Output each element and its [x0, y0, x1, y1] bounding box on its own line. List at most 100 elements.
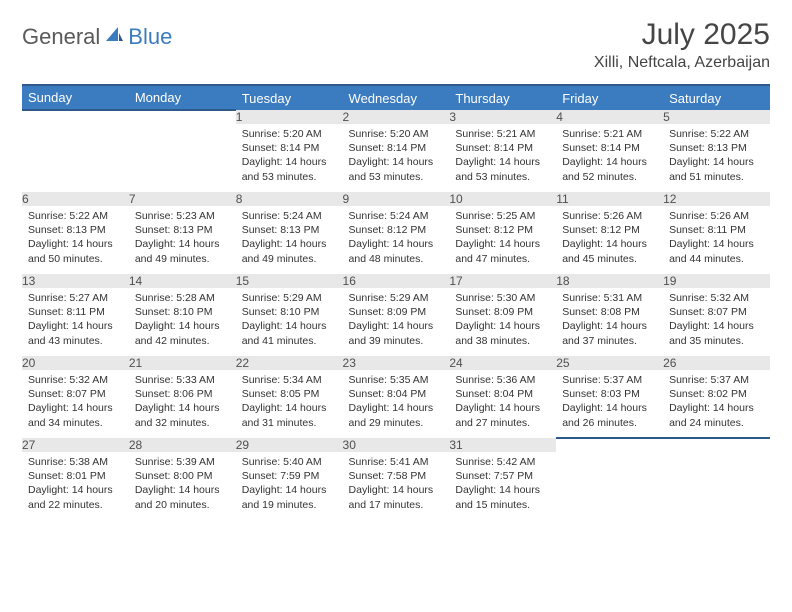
content-row: Sunrise: 5:27 AMSunset: 8:11 PMDaylight:…: [22, 288, 770, 356]
day-content: Sunrise: 5:41 AMSunset: 7:58 PMDaylight:…: [343, 452, 450, 518]
day-cell: Sunrise: 5:32 AMSunset: 8:07 PMDaylight:…: [663, 288, 770, 356]
day-cell: Sunrise: 5:27 AMSunset: 8:11 PMDaylight:…: [22, 288, 129, 356]
day-content: Sunrise: 5:42 AMSunset: 7:57 PMDaylight:…: [449, 452, 556, 518]
day-number: 16: [343, 274, 450, 288]
day-content: Sunrise: 5:37 AMSunset: 8:02 PMDaylight:…: [663, 370, 770, 436]
location: Xilli, Neftcala, Azerbaijan: [594, 54, 770, 72]
day-cell: Sunrise: 5:42 AMSunset: 7:57 PMDaylight:…: [449, 452, 556, 520]
day-number: 26: [663, 356, 770, 370]
day-cell: Sunrise: 5:41 AMSunset: 7:58 PMDaylight:…: [343, 452, 450, 520]
day-content: Sunrise: 5:24 AMSunset: 8:13 PMDaylight:…: [236, 206, 343, 272]
weekday-header: Sunday: [22, 85, 129, 110]
day-number: 30: [343, 438, 450, 452]
logo-sail-icon: [104, 25, 124, 48]
day-content: Sunrise: 5:26 AMSunset: 8:12 PMDaylight:…: [556, 206, 663, 272]
day-content: Sunrise: 5:26 AMSunset: 8:11 PMDaylight:…: [663, 206, 770, 272]
day-cell: Sunrise: 5:20 AMSunset: 8:14 PMDaylight:…: [236, 124, 343, 192]
content-row: Sunrise: 5:20 AMSunset: 8:14 PMDaylight:…: [22, 124, 770, 192]
day-cell: Sunrise: 5:32 AMSunset: 8:07 PMDaylight:…: [22, 370, 129, 438]
day-number: 19: [663, 274, 770, 288]
day-number: 17: [449, 274, 556, 288]
day-cell: Sunrise: 5:25 AMSunset: 8:12 PMDaylight:…: [449, 206, 556, 274]
logo-text-general: General: [22, 24, 100, 50]
day-content: Sunrise: 5:30 AMSunset: 8:09 PMDaylight:…: [449, 288, 556, 354]
day-number: 8: [236, 192, 343, 206]
header: General Blue July 2025 Xilli, Neftcala, …: [22, 18, 770, 72]
day-content: Sunrise: 5:34 AMSunset: 8:05 PMDaylight:…: [236, 370, 343, 436]
day-number: 4: [556, 110, 663, 124]
day-cell: Sunrise: 5:34 AMSunset: 8:05 PMDaylight:…: [236, 370, 343, 438]
daynum-row: 12345: [22, 110, 770, 124]
content-row: Sunrise: 5:22 AMSunset: 8:13 PMDaylight:…: [22, 206, 770, 274]
day-content: Sunrise: 5:27 AMSunset: 8:11 PMDaylight:…: [22, 288, 129, 354]
day-number: 9: [343, 192, 450, 206]
day-cell: Sunrise: 5:26 AMSunset: 8:12 PMDaylight:…: [556, 206, 663, 274]
day-content: Sunrise: 5:33 AMSunset: 8:06 PMDaylight:…: [129, 370, 236, 436]
day-content: Sunrise: 5:37 AMSunset: 8:03 PMDaylight:…: [556, 370, 663, 436]
day-content: Sunrise: 5:28 AMSunset: 8:10 PMDaylight:…: [129, 288, 236, 354]
day-content: Sunrise: 5:21 AMSunset: 8:14 PMDaylight:…: [449, 124, 556, 190]
day-number: 13: [22, 274, 129, 288]
day-content: Sunrise: 5:32 AMSunset: 8:07 PMDaylight:…: [663, 288, 770, 354]
day-number: 11: [556, 192, 663, 206]
day-number: 1: [236, 110, 343, 124]
weekday-header-row: SundayMondayTuesdayWednesdayThursdayFrid…: [22, 85, 770, 110]
day-cell: Sunrise: 5:21 AMSunset: 8:14 PMDaylight:…: [449, 124, 556, 192]
day-content: Sunrise: 5:29 AMSunset: 8:09 PMDaylight:…: [343, 288, 450, 354]
day-cell: Sunrise: 5:39 AMSunset: 8:00 PMDaylight:…: [129, 452, 236, 520]
day-number: 23: [343, 356, 450, 370]
day-content: Sunrise: 5:25 AMSunset: 8:12 PMDaylight:…: [449, 206, 556, 272]
day-cell: Sunrise: 5:24 AMSunset: 8:13 PMDaylight:…: [236, 206, 343, 274]
daynum-row: 20212223242526: [22, 356, 770, 370]
logo-text-blue: Blue: [128, 24, 172, 50]
day-cell: Sunrise: 5:21 AMSunset: 8:14 PMDaylight:…: [556, 124, 663, 192]
day-cell: Sunrise: 5:30 AMSunset: 8:09 PMDaylight:…: [449, 288, 556, 356]
day-number: 18: [556, 274, 663, 288]
day-number: 15: [236, 274, 343, 288]
day-cell: Sunrise: 5:24 AMSunset: 8:12 PMDaylight:…: [343, 206, 450, 274]
day-content: Sunrise: 5:23 AMSunset: 8:13 PMDaylight:…: [129, 206, 236, 272]
day-cell: Sunrise: 5:40 AMSunset: 7:59 PMDaylight:…: [236, 452, 343, 520]
day-content: Sunrise: 5:21 AMSunset: 8:14 PMDaylight:…: [556, 124, 663, 190]
day-number: 7: [129, 192, 236, 206]
day-content: Sunrise: 5:38 AMSunset: 8:01 PMDaylight:…: [22, 452, 129, 518]
month-title: July 2025: [594, 18, 770, 52]
weekday-header: Tuesday: [236, 85, 343, 110]
day-content: Sunrise: 5:29 AMSunset: 8:10 PMDaylight:…: [236, 288, 343, 354]
day-content: Sunrise: 5:20 AMSunset: 8:14 PMDaylight:…: [343, 124, 450, 190]
day-content: Sunrise: 5:40 AMSunset: 7:59 PMDaylight:…: [236, 452, 343, 518]
weekday-header: Friday: [556, 85, 663, 110]
empty-day-cell: [556, 452, 663, 520]
day-cell: Sunrise: 5:20 AMSunset: 8:14 PMDaylight:…: [343, 124, 450, 192]
day-number: 6: [22, 192, 129, 206]
day-cell: Sunrise: 5:26 AMSunset: 8:11 PMDaylight:…: [663, 206, 770, 274]
day-cell: Sunrise: 5:31 AMSunset: 8:08 PMDaylight:…: [556, 288, 663, 356]
content-row: Sunrise: 5:38 AMSunset: 8:01 PMDaylight:…: [22, 452, 770, 520]
logo: General Blue: [22, 24, 172, 50]
day-number: 25: [556, 356, 663, 370]
day-number: 28: [129, 438, 236, 452]
daynum-row: 13141516171819: [22, 274, 770, 288]
day-content: Sunrise: 5:36 AMSunset: 8:04 PMDaylight:…: [449, 370, 556, 436]
empty-day-cell: [129, 124, 236, 192]
empty-day-number: [129, 110, 236, 124]
day-cell: Sunrise: 5:38 AMSunset: 8:01 PMDaylight:…: [22, 452, 129, 520]
day-cell: Sunrise: 5:35 AMSunset: 8:04 PMDaylight:…: [343, 370, 450, 438]
day-number: 5: [663, 110, 770, 124]
day-cell: Sunrise: 5:23 AMSunset: 8:13 PMDaylight:…: [129, 206, 236, 274]
day-number: 31: [449, 438, 556, 452]
day-content: Sunrise: 5:24 AMSunset: 8:12 PMDaylight:…: [343, 206, 450, 272]
empty-day-number: [22, 110, 129, 124]
day-cell: Sunrise: 5:28 AMSunset: 8:10 PMDaylight:…: [129, 288, 236, 356]
weekday-header: Monday: [129, 85, 236, 110]
day-content: Sunrise: 5:39 AMSunset: 8:00 PMDaylight:…: [129, 452, 236, 518]
day-number: 29: [236, 438, 343, 452]
day-number: 12: [663, 192, 770, 206]
weekday-header: Saturday: [663, 85, 770, 110]
day-number: 2: [343, 110, 450, 124]
day-number: 22: [236, 356, 343, 370]
day-content: Sunrise: 5:32 AMSunset: 8:07 PMDaylight:…: [22, 370, 129, 436]
day-content: Sunrise: 5:22 AMSunset: 8:13 PMDaylight:…: [22, 206, 129, 272]
day-number: 14: [129, 274, 236, 288]
daynum-row: 2728293031: [22, 438, 770, 452]
